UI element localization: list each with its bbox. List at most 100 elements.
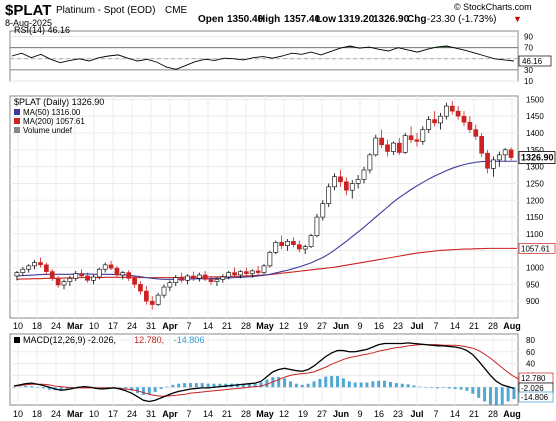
candle-body [238,271,243,276]
candle-body [326,186,332,204]
macd-histogram-bar [494,387,498,406]
macd-histogram-bar [159,387,163,390]
ma200-last-box [518,243,556,254]
candle-body [208,279,214,282]
macd-histogram-bar [259,382,263,388]
macd-histogram-bar [283,378,287,388]
rsi-tick-label: 70 [524,44,533,53]
candle-body [173,277,179,283]
macd-histogram-bar [324,376,328,388]
macd-histogram-bar [24,386,28,388]
candle-body [479,136,485,154]
macd-histogram-bar [359,382,363,388]
macd-x-tick-label: 14 [203,409,213,419]
candle-body [55,278,61,286]
price-tick-label: 1450 [526,112,544,121]
candle-body [149,300,155,305]
legend-label: Volume undef [23,126,73,135]
macd-signal-line [13,344,521,397]
macd-histogram-bar [394,383,398,388]
candle-body [455,110,461,117]
rsi-panel-frame [9,30,519,82]
date-label: 8-Aug-2025 [5,18,53,28]
candle-body [296,244,302,250]
rsi-tick-label: 10 [524,77,533,86]
candle-body [373,137,379,156]
open-value: 1350.40 [227,14,264,25]
x-tick-label: 24 [51,321,61,331]
candle-body [214,279,220,282]
macd-histogram-bar [288,381,292,388]
candle-body [432,119,437,124]
candle-body [361,169,367,180]
candle-body [396,142,402,153]
macd-histogram-bar [371,381,375,388]
candle-body [202,274,208,280]
x-tick-label: 18 [32,321,42,331]
macd-histogram-bar [347,381,351,388]
price-tick-label: 1500 [526,95,544,104]
candle-body [20,268,26,273]
macd-x-tick-label: 12 [279,409,289,419]
macd-histogram-bar [506,387,510,402]
candle-body [143,290,149,302]
macd-line [13,342,515,403]
candle-body [26,265,32,270]
x-tick-label: 21 [222,321,232,331]
candle-body [473,129,479,137]
candle-body [191,275,196,279]
macd-x-tick-label: 24 [127,409,137,419]
macd-histogram-bar [183,383,187,388]
rsi-line [11,45,515,70]
candle-body [279,242,285,246]
chart-header: $PLAT Platinum - Spot (EOD) CME 8-Aug-20… [5,2,555,28]
macd-tick-label: 80 [526,336,535,345]
x-tick-label: 14 [450,321,460,331]
candle-body [414,139,420,142]
candle-body [438,115,443,124]
last-close-box [518,151,556,164]
x-tick-label: 7 [433,321,438,331]
x-tick-label: 28 [241,321,251,331]
macd-x-tick-label: Jun [333,409,349,419]
candle-body [485,152,490,169]
macd-x-tick-label: 23 [393,409,403,419]
macd-x-tick-label: May [256,409,274,419]
candle-body [291,241,296,245]
x-tick-label: 23 [393,321,403,331]
candle-body [73,273,79,279]
x-tick-label: 31 [146,321,156,331]
macd-histogram-bar [388,381,392,388]
candle-body [508,149,514,158]
macd-histogram-bar [447,387,451,389]
stockcharts-credit[interactable]: © StockCharts.com [454,2,532,12]
candle-body [491,159,496,169]
price-tick-label: 1150 [526,213,544,222]
price-tick-label: 1400 [526,129,544,138]
macd-histogram-bar [300,384,304,388]
rsi-last-value-box [518,55,552,67]
macd-histogram-bar [483,387,487,402]
candle-body [449,105,455,112]
candle-body [355,179,361,184]
macd-histogram-bar [253,383,257,388]
candle-body [461,115,467,123]
macd-histogram-bar [400,383,404,388]
macd-histogram-bar [12,387,16,388]
macd-histogram-bar [306,383,310,388]
macd-histogram-bar [147,387,151,395]
candle-body [349,183,355,191]
macd-histogram-bar [65,387,69,390]
candle-body [85,275,90,281]
candle-body [49,271,55,279]
candle-body [496,154,502,161]
macd-histogram-bar [136,387,140,394]
candle-body [320,203,326,218]
candle-body [196,274,202,279]
macd-x-tick-label: 9 [357,409,362,419]
candle-body [179,277,185,281]
macd-x-tick-label: Mar [67,409,84,419]
macd-histogram-bar [441,387,445,388]
macd-x-tick-label: 19 [298,409,308,419]
